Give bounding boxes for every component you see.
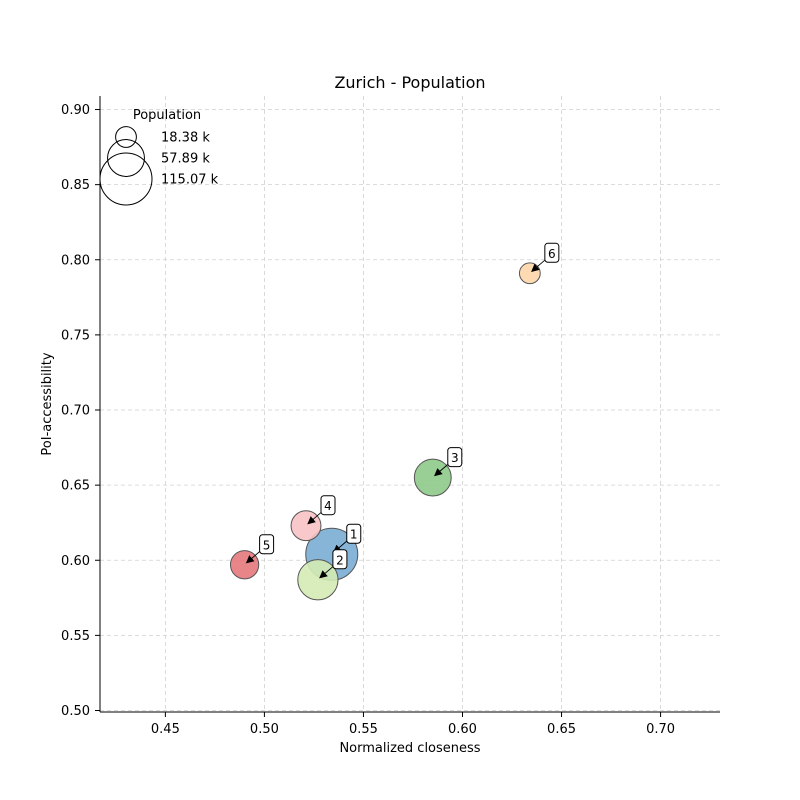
legend-bubble [99, 152, 153, 206]
annotation-label-3: 3 [451, 451, 459, 465]
annotation-label-6: 6 [548, 247, 556, 261]
annotation-arrow-4 [307, 511, 323, 525]
annotation-box-4 [320, 495, 336, 516]
data-point-6 [518, 262, 541, 285]
data-point-3 [413, 458, 452, 497]
y-axis-label: PoI-accessibility [40, 352, 55, 455]
annotation-box-3 [447, 447, 463, 468]
annotation-box-2 [332, 549, 348, 570]
y-tick-label: 0.85 [61, 178, 90, 193]
annotation-label-1: 1 [350, 528, 358, 542]
x-tick-label: 0.70 [646, 722, 675, 737]
x-tick-label: 0.45 [151, 722, 180, 737]
y-tick-label: 0.65 [61, 479, 90, 494]
axes [99, 96, 720, 713]
data-points [229, 262, 541, 601]
annotation-box-6 [544, 242, 560, 263]
x-tick-label: 0.50 [250, 722, 279, 737]
chart-title: Zurich - Population [334, 73, 485, 92]
x-axis-label: Normalized closeness [339, 741, 480, 756]
y-tick-label: 0.60 [61, 554, 90, 569]
x-tick-label: 0.55 [349, 722, 378, 737]
legend-bubble [107, 139, 145, 177]
y-tick-label: 0.75 [61, 328, 90, 343]
y-tick-label: 0.55 [61, 629, 90, 644]
annotation-arrow-6 [531, 258, 547, 272]
annotation-box-1 [346, 523, 362, 544]
y-tick-label: 0.50 [61, 704, 90, 719]
annotation-box-5 [259, 534, 275, 555]
annotation-arrow-5 [245, 550, 261, 564]
legend-entry-label: 115.07 k [161, 173, 219, 188]
y-ticks: 0.50 0.55 0.60 0.65 0.70 0.75 0.80 0.85 0.90 [61, 103, 100, 719]
annotation-label-4: 4 [324, 499, 332, 513]
x-tick-label: 0.60 [448, 722, 477, 737]
y-tick-label: 0.80 [61, 253, 90, 268]
point-annotations: 12 3 4 5 6 [245, 242, 560, 579]
x-ticks: 0.45 0.50 0.55 0.60 0.65 0.70 [151, 712, 675, 737]
annotation-label-2: 2 [336, 553, 344, 567]
data-point-4 [290, 510, 322, 542]
legend-bubble [115, 126, 137, 148]
annotation-arrow-2 [319, 565, 335, 579]
legend-entry-label: 57.89 k [161, 152, 210, 167]
legend-entry-label: 18.38 k [161, 131, 210, 146]
data-point-5 [229, 550, 260, 580]
grid-lines [100, 96, 720, 712]
annotation-arrow-3 [434, 463, 450, 477]
y-tick-label: 0.70 [61, 404, 90, 419]
legend-title: Population [133, 108, 201, 123]
annotation-label-5: 5 [263, 538, 271, 552]
size-legend: Population 18.38 k 57.89 k 115.07 k [99, 108, 219, 206]
data-point-2 [297, 559, 339, 601]
x-tick-label: 0.65 [547, 722, 576, 737]
y-tick-label: 0.90 [61, 103, 90, 118]
